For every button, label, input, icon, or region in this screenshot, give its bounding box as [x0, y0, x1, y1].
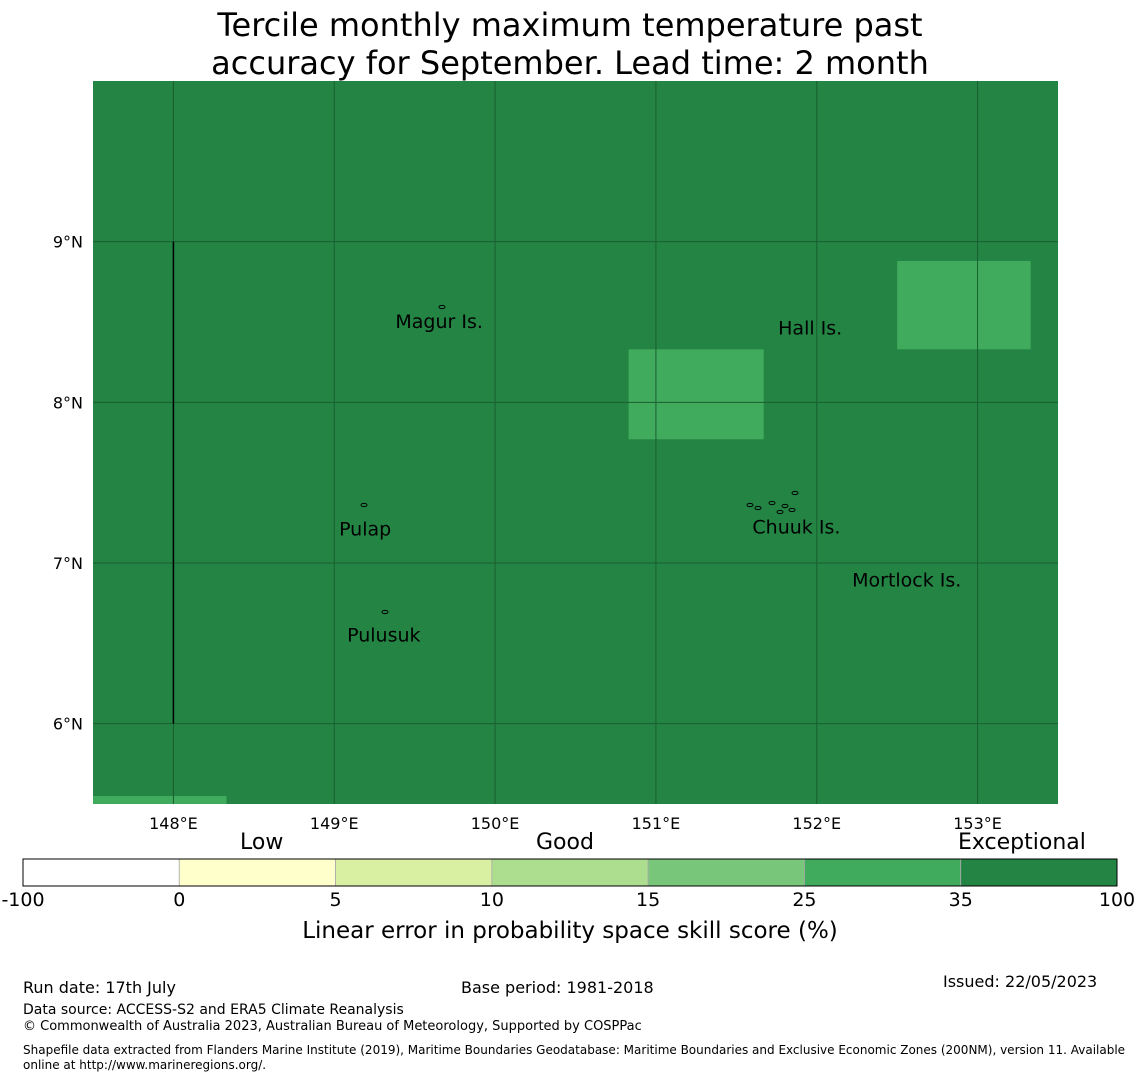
island-outline — [776, 509, 784, 515]
island-outline — [746, 502, 754, 508]
place-label: Chuuk Is. — [752, 517, 840, 539]
run-date: Run date: 17th July — [23, 978, 176, 997]
colorbar-tick-label: 100 — [1098, 889, 1136, 911]
x-tick-label: 152°E — [792, 814, 841, 833]
issued-date: Issued: 22/05/2023 — [943, 972, 1098, 991]
data-source: Data source: ACCESS-S2 and ERA5 Climate … — [23, 1002, 404, 1018]
skill-cell — [897, 260, 1031, 350]
skill-cell — [628, 349, 764, 440]
colorbar-tick-label: 25 — [792, 889, 817, 911]
place-label: Pulusuk — [347, 624, 420, 646]
place-label: Mortlock Is. — [852, 570, 961, 592]
island-outline — [788, 507, 796, 513]
y-tick-label: 8°N — [53, 393, 83, 412]
island-outline — [381, 609, 389, 615]
colorbar-tick-label: 35 — [948, 889, 973, 911]
colorbar-tick-label: 5 — [329, 889, 342, 911]
island-outline — [781, 503, 789, 509]
island-outline — [768, 500, 776, 506]
colorbar-segment — [178, 858, 336, 887]
island-outline — [438, 304, 446, 310]
colorbar-segment — [491, 858, 649, 887]
map-title: Tercile monthly maximum temperature past… — [0, 6, 1140, 82]
y-tick-label: 6°N — [53, 715, 83, 734]
y-tick-label: 9°N — [53, 233, 83, 252]
colorbar-tick-label: 0 — [173, 889, 186, 911]
x-tick-label: 153°E — [953, 814, 1002, 833]
colorbar-category-exceptional: Exceptional — [958, 830, 1086, 855]
x-tick-label: 151°E — [632, 814, 681, 833]
colorbar-segment — [804, 858, 962, 887]
colorbar-segment — [22, 858, 180, 887]
x-tick-label: 148°E — [149, 814, 198, 833]
colorbar-segment — [647, 858, 805, 887]
place-label: Magur Is. — [395, 311, 483, 333]
colorbar-tick-label: 15 — [636, 889, 661, 911]
colorbar-segment — [335, 858, 493, 887]
island-outline — [791, 490, 799, 496]
island-outline — [360, 502, 368, 508]
title-line-2: accuracy for September. Lead time: 2 mon… — [211, 44, 929, 82]
colorbar-label: Linear error in probability space skill … — [302, 918, 838, 944]
title-line-1: Tercile monthly maximum temperature past — [217, 6, 923, 44]
colorbar-category-low: Low — [240, 830, 284, 855]
colorbar-segment — [960, 858, 1118, 887]
x-tick-label: 149°E — [310, 814, 359, 833]
colorbar-tick-label: 10 — [479, 889, 504, 911]
colorbar-tick-label: -100 — [1, 889, 45, 911]
y-tick-label: 7°N — [53, 554, 83, 573]
x-tick-label: 150°E — [471, 814, 520, 833]
island-outline — [754, 505, 762, 511]
place-label: Pulap — [339, 518, 391, 540]
map-background — [93, 81, 1058, 804]
colorbar-category-good: Good — [536, 830, 594, 855]
shapefile-credit: Shapefile data extracted from Flanders M… — [23, 1043, 1126, 1072]
copyright: © Commonwealth of Australia 2023, Austra… — [23, 1019, 642, 1034]
colorbar-frame — [22, 858, 1118, 887]
skill-cell — [93, 795, 227, 804]
base-period: Base period: 1981-2018 — [461, 978, 654, 997]
place-label: Hall Is. — [778, 317, 842, 339]
